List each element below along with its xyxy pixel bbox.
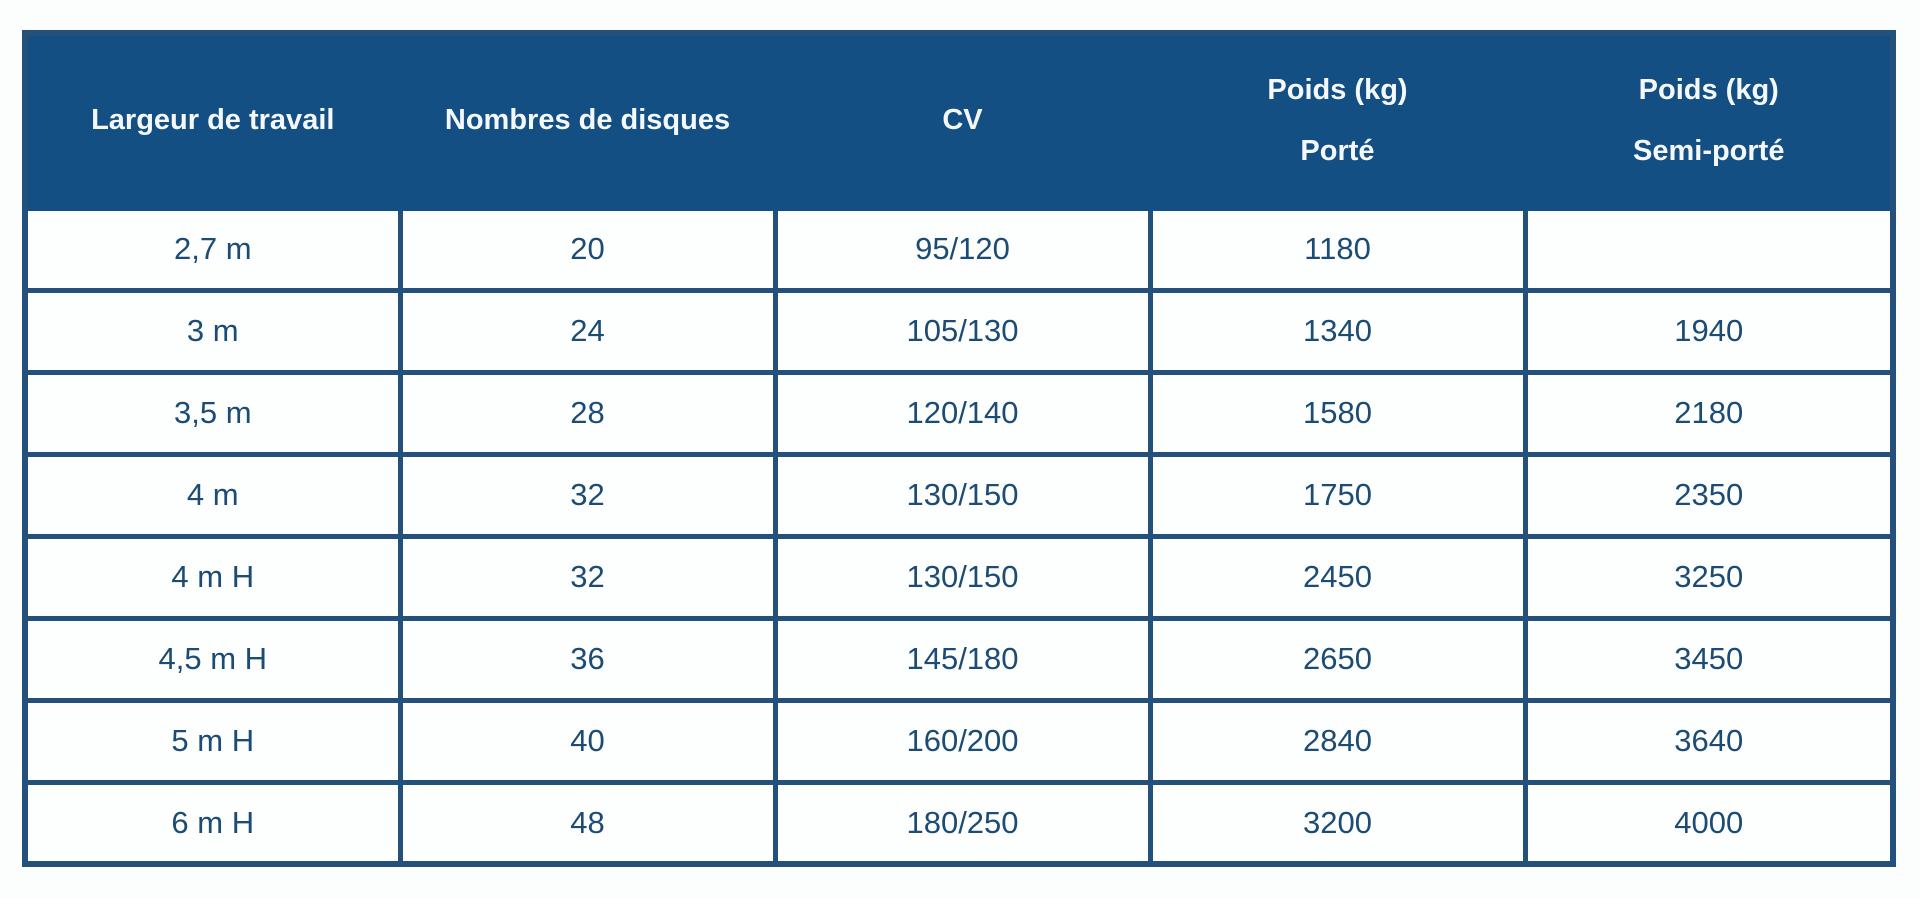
table-cell: 120/140: [772, 369, 1153, 457]
table-row: 4 m H 32 130/150 2450 3250: [22, 533, 1896, 621]
table-header: Largeur de travail Nombres de disques CV Po…: [22, 30, 1896, 211]
table-cell: 6 m H: [22, 779, 403, 867]
table-cell: 3,5 m: [22, 369, 403, 457]
table-cell: 2650: [1147, 615, 1528, 703]
table-cell: 32: [397, 533, 778, 621]
table-row: 4,5 m H 36 145/180 2650 3450: [22, 615, 1896, 703]
table-cell: 145/180: [772, 615, 1153, 703]
table-cell: 160/200: [772, 697, 1153, 785]
header-cell-1: Largeur de travail: [22, 30, 403, 211]
table-row: 6 m H 48 180/250 3200 4000: [22, 779, 1896, 867]
table-cell: 20: [397, 205, 778, 293]
specs-table: Largeur de travail Nombres de disques CV Po…: [22, 30, 1896, 867]
table-row: 2,7 m 20 95/120 1180: [22, 205, 1896, 293]
table-cell: 4 m: [22, 451, 403, 539]
table-row: 3 m 24 105/130 1340 1940: [22, 287, 1896, 375]
table-cell: 5 m H: [22, 697, 403, 785]
table-cell: 4,5 m H: [22, 615, 403, 703]
table-cell: 2,7 m: [22, 205, 403, 293]
table-cell: 105/130: [772, 287, 1153, 375]
table-cell: [1522, 205, 1896, 293]
table-cell: 4000: [1522, 779, 1896, 867]
table-cell: 180/250: [772, 779, 1153, 867]
table-cell: 36: [397, 615, 778, 703]
table-cell: 3 m: [22, 287, 403, 375]
table-row: 5 m H 40 160/200 2840 3640: [22, 697, 1896, 785]
table-cell: 1180: [1147, 205, 1528, 293]
table-cell: 1340: [1147, 287, 1528, 375]
table-cell: 3450: [1522, 615, 1896, 703]
table-cell: 3250: [1522, 533, 1896, 621]
table-cell: 2450: [1147, 533, 1528, 621]
table-cell: 3200: [1147, 779, 1528, 867]
table-cell: 1580: [1147, 369, 1528, 457]
header-label: Poids (kg): [1638, 73, 1779, 106]
table-cell: 48: [397, 779, 778, 867]
table-cell: 2350: [1522, 451, 1896, 539]
table-cell: 1940: [1522, 287, 1896, 375]
header-label: CV: [942, 104, 983, 137]
table-cell: 130/150: [772, 451, 1153, 539]
table-cell: 28: [397, 369, 778, 457]
header-cell-5: Poids (kg) Semi-porté: [1522, 30, 1896, 211]
table-cell: 4 m H: [22, 533, 403, 621]
header-sublabel: Porté: [1300, 134, 1375, 167]
table-cell: 32: [397, 451, 778, 539]
header-label: Poids (kg): [1267, 73, 1408, 106]
table-row: 3,5 m 28 120/140 1580 2180: [22, 369, 1896, 457]
specs-table-container: Largeur de travail Nombres de disques CV Po…: [22, 30, 1896, 867]
header-row: Largeur de travail Nombres de disques CV Po…: [22, 30, 1896, 211]
table-cell: 2840: [1147, 697, 1528, 785]
header-label: Nombres de disques: [444, 104, 731, 137]
table-cell: 40: [397, 697, 778, 785]
table-cell: 130/150: [772, 533, 1153, 621]
table-row: 4 m 32 130/150 1750 2350: [22, 451, 1896, 539]
table-cell: 3640: [1522, 697, 1896, 785]
table-cell: 95/120: [772, 205, 1153, 293]
header-cell-3: CV: [772, 30, 1153, 211]
table-cell: 2180: [1522, 369, 1896, 457]
header-cell-2: Nombres de disques: [397, 30, 778, 211]
header-cell-4: Poids (kg) Porté: [1147, 30, 1528, 211]
header-sublabel: Semi-porté: [1633, 134, 1785, 167]
table-cell: 24: [397, 287, 778, 375]
header-label: Largeur de travail: [91, 104, 335, 137]
table-body: 2,7 m 20 95/120 1180 3 m 24 105/130 1340 1940 3,5…: [22, 205, 1896, 867]
table-cell: 1750: [1147, 451, 1528, 539]
